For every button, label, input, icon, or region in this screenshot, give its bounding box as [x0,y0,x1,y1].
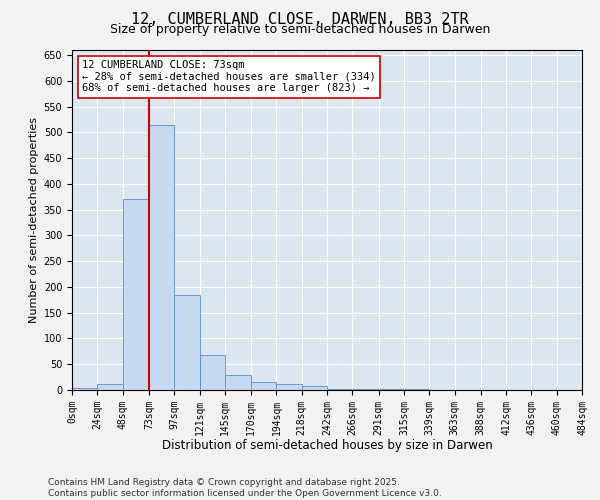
Bar [302,386,327,390]
Bar [277,384,302,390]
Bar [225,374,251,390]
Bar [149,124,174,390]
Bar [327,389,352,390]
Bar [122,200,149,390]
Text: Size of property relative to semi-detached houses in Darwen: Size of property relative to semi-detach… [110,22,490,36]
Text: Contains HM Land Registry data © Crown copyright and database right 2025.
Contai: Contains HM Land Registry data © Crown c… [48,478,442,498]
Text: 12 CUMBERLAND CLOSE: 73sqm
← 28% of semi-detached houses are smaller (334)
68% o: 12 CUMBERLAND CLOSE: 73sqm ← 28% of semi… [82,60,376,94]
Bar [97,384,122,390]
Bar [251,382,277,390]
Bar [199,356,225,390]
Bar [72,388,97,390]
Text: 12, CUMBERLAND CLOSE, DARWEN, BB3 2TR: 12, CUMBERLAND CLOSE, DARWEN, BB3 2TR [131,12,469,28]
X-axis label: Distribution of semi-detached houses by size in Darwen: Distribution of semi-detached houses by … [161,439,493,452]
Y-axis label: Number of semi-detached properties: Number of semi-detached properties [29,117,40,323]
Bar [174,294,199,390]
